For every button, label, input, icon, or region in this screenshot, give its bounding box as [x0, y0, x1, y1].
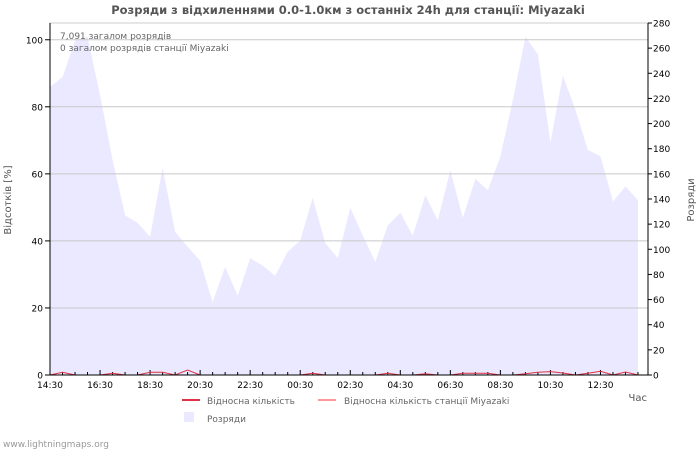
y-left-tick-label: 100: [26, 36, 43, 46]
y-left-tick-label: 80: [32, 103, 44, 113]
x-tick-label: 04:30: [387, 381, 413, 391]
y-right-tick-label: 0: [653, 372, 659, 382]
y-left-tick-label: 60: [32, 170, 44, 180]
y-right-tick-label: 240: [653, 70, 670, 80]
y-right-tick-label: 40: [653, 321, 665, 331]
y-right-tick-label: 100: [653, 246, 670, 256]
x-tick-label: 10:30: [537, 381, 563, 391]
strikes-area: [50, 36, 638, 376]
chart-title: Розряди з відхиленнями 0.0-1.0км з остан…: [111, 3, 585, 17]
y-right-tick-label: 180: [653, 145, 670, 155]
x-tick-label: 18:30: [137, 381, 163, 391]
x-tick-label: 14:30: [37, 381, 63, 391]
legend-swatch-strikes: [184, 412, 194, 422]
x-tick-label: 00:30: [287, 381, 313, 391]
y-right-tick-label: 80: [653, 271, 665, 281]
annotation-total: 7,091 загалом розрядів: [60, 32, 171, 42]
y-left-tick-label: 0: [37, 372, 43, 382]
x-tick-label: 20:30: [187, 381, 213, 391]
y-right-tick-label: 60: [653, 296, 665, 306]
y-right-tick-label: 160: [653, 170, 670, 180]
legend: Відносна кількість Відносна кількість ст…: [182, 397, 509, 425]
x-tick-label: 08:30: [487, 381, 513, 391]
x-axis-label: Час: [629, 393, 647, 404]
legend-label-station: Відносна кількість станції Miyazaki: [344, 397, 509, 407]
footer-link[interactable]: www.lightningmaps.org: [3, 440, 109, 450]
y-right-tick-label: 120: [653, 221, 670, 231]
y-left-tick-label: 20: [32, 304, 44, 314]
x-tick-label: 02:30: [337, 381, 363, 391]
x-tick-label: 16:30: [87, 381, 113, 391]
annotation-station: 0 загалом розрядів станції Miyazaki: [60, 44, 229, 54]
x-tick-label: 22:30: [237, 381, 263, 391]
legend-label-relative: Відносна кількість: [207, 397, 295, 407]
y-right-tick-label: 20: [653, 346, 665, 356]
x-tick-label: 12:30: [587, 381, 613, 391]
y-right-tick-label: 280: [653, 20, 670, 30]
y-right-tick-label: 220: [653, 95, 670, 105]
y-right-label: Розряди: [686, 178, 697, 221]
y-left-tick-label: 40: [32, 237, 44, 247]
y-right-tick-label: 200: [653, 120, 670, 130]
y-right-tick-label: 140: [653, 196, 670, 206]
x-tick-label: 06:30: [437, 381, 463, 391]
y-right-tick-label: 260: [653, 45, 670, 55]
legend-label-strikes: Розряди: [207, 415, 246, 425]
y-left-label: Відсотків [%]: [2, 165, 14, 234]
